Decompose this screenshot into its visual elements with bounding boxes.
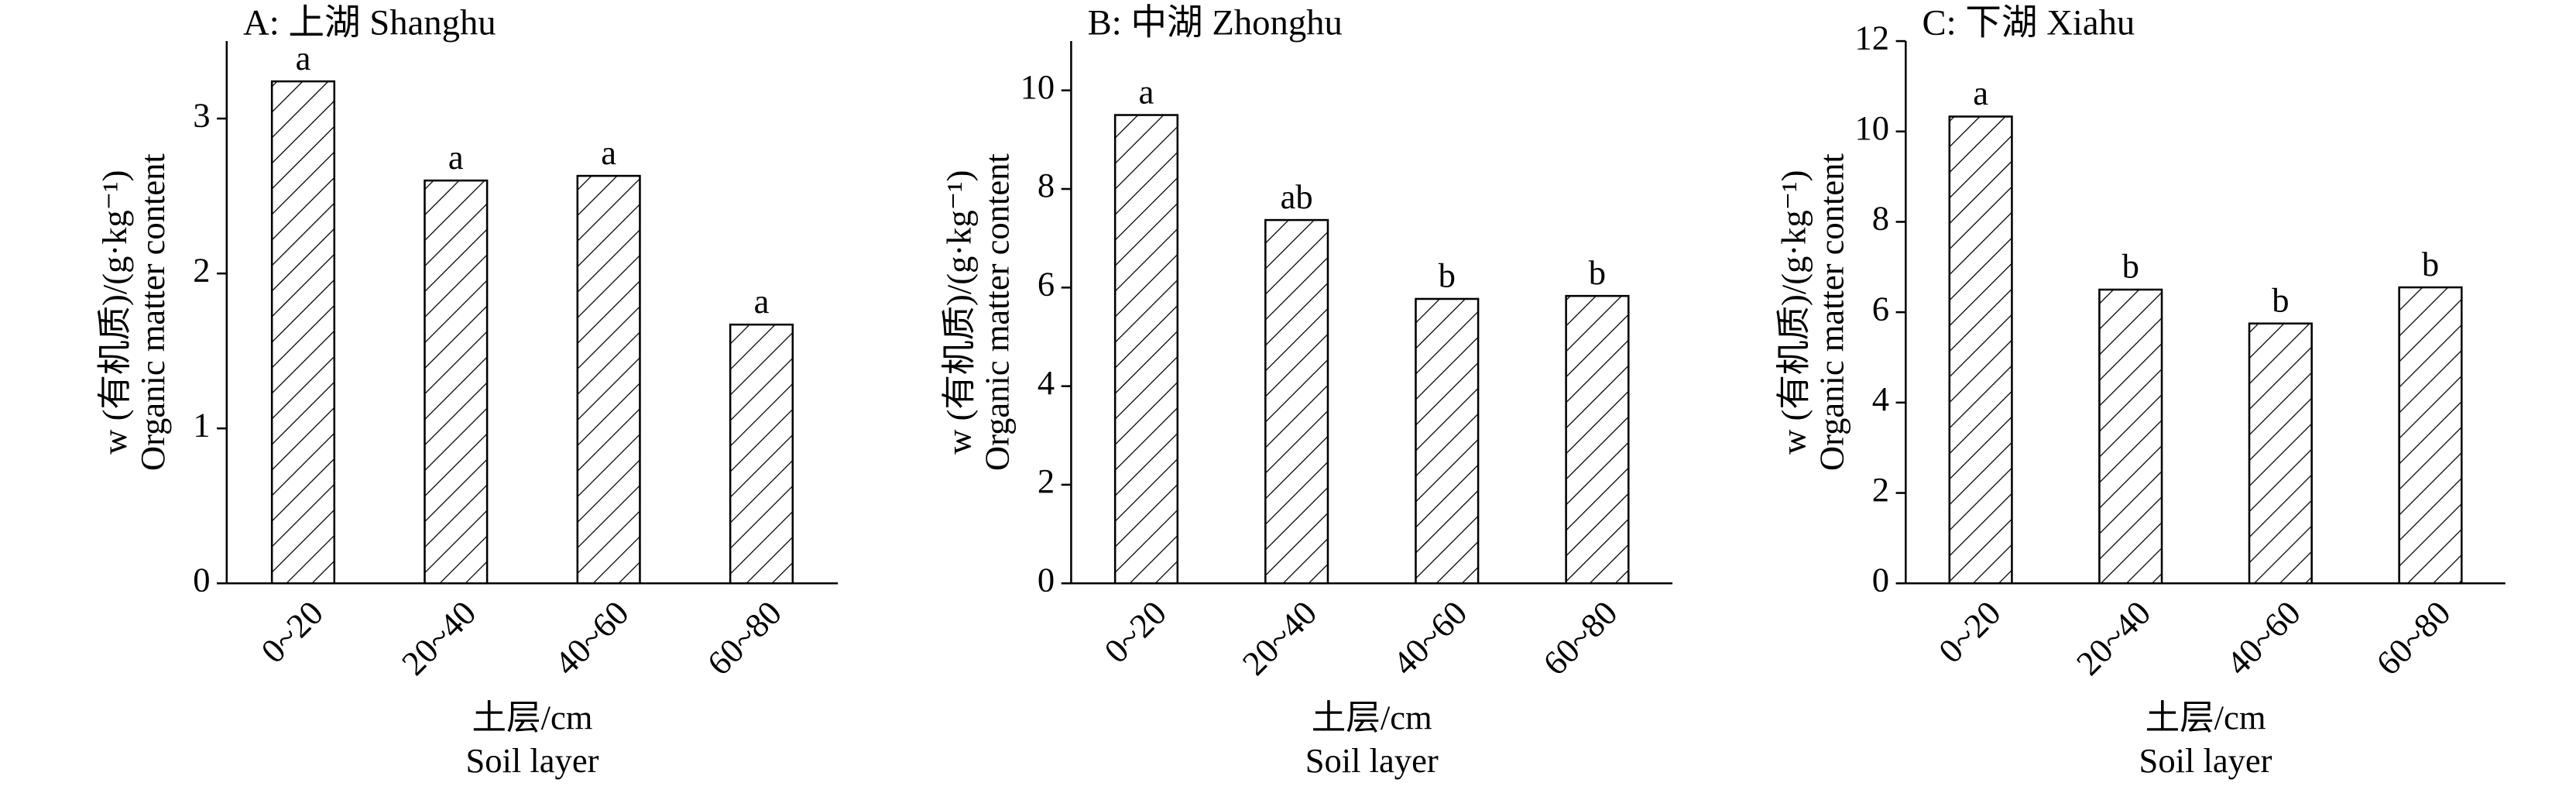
bar xyxy=(2398,286,2463,585)
y-tick-label: 2 xyxy=(1872,470,1889,509)
y-tick-label: 2 xyxy=(1038,462,1055,500)
y-axis-label: w (有机质)/(g·kg⁻¹) xyxy=(95,170,134,455)
y-axis-label: w (有机质)/(g·kg⁻¹) xyxy=(940,170,979,455)
x-tick-label: 60~80 xyxy=(700,593,789,682)
bar xyxy=(1415,297,1480,585)
y-tick-label: 2 xyxy=(193,250,210,289)
x-tick-label: 40~60 xyxy=(2218,593,2307,682)
x-tick-label: 20~40 xyxy=(394,593,483,682)
significance-label: ab xyxy=(1281,177,1313,216)
y-tick-label: 4 xyxy=(1872,379,1889,418)
chart-title: B: 中湖 Zhonghu xyxy=(1088,3,1343,43)
x-tick-label: 40~60 xyxy=(1385,593,1474,682)
x-axis-label: 土层/cm xyxy=(2146,699,2266,737)
x-axis-label: Soil layer xyxy=(465,741,599,780)
y-axis-label: Organic matter content xyxy=(977,153,1016,471)
bar xyxy=(2098,288,2163,585)
significance-label: b xyxy=(2122,247,2139,286)
significance-label: a xyxy=(1973,74,1988,112)
significance-label: b xyxy=(2272,280,2289,319)
significance-label: b xyxy=(1589,253,1606,292)
bar xyxy=(1113,114,1179,585)
y-tick-label: 12 xyxy=(1855,18,1890,57)
significance-label: a xyxy=(754,282,770,321)
bar xyxy=(1948,115,2013,585)
significance-label: b xyxy=(1439,256,1456,295)
y-tick-label: 10 xyxy=(1855,108,1890,147)
x-tick-label: 60~80 xyxy=(2368,593,2458,682)
y-tick-label: 4 xyxy=(1038,363,1055,402)
x-tick-label: 0~20 xyxy=(1931,593,2008,671)
significance-label: b xyxy=(2422,245,2439,283)
y-tick-label: 3 xyxy=(193,95,210,134)
y-tick-label: 6 xyxy=(1038,265,1055,304)
significance-label: a xyxy=(448,138,464,177)
bar xyxy=(576,174,641,585)
y-tick-label: 8 xyxy=(1038,166,1055,204)
chart-title: C: 下湖 Xiahu xyxy=(1923,3,2135,43)
x-axis-label: 土层/cm xyxy=(472,699,593,737)
x-tick-label: 0~20 xyxy=(253,593,331,671)
y-axis-label: Organic matter content xyxy=(1812,153,1851,471)
chart-title: A: 上湖 Shanghu xyxy=(243,3,496,43)
y-tick-label: 8 xyxy=(1872,199,1889,238)
x-tick-label: 40~60 xyxy=(547,593,636,682)
bar xyxy=(1264,218,1329,585)
bar xyxy=(270,80,336,585)
significance-label: a xyxy=(1139,72,1154,111)
bar xyxy=(729,323,794,585)
y-tick-label: 10 xyxy=(1020,67,1055,106)
y-tick-label: 1 xyxy=(193,405,210,444)
bar xyxy=(2248,322,2313,585)
y-tick-label: 0 xyxy=(193,560,210,599)
y-tick-label: 6 xyxy=(1872,289,1889,328)
x-tick-label: 20~40 xyxy=(1235,593,1324,682)
x-axis-label: 土层/cm xyxy=(1312,699,1432,737)
x-tick-label: 20~40 xyxy=(2069,593,2158,682)
x-tick-label: 60~80 xyxy=(1535,593,1624,682)
y-tick-label: 0 xyxy=(1872,560,1889,599)
significance-label: a xyxy=(601,133,616,172)
significance-label: a xyxy=(296,39,311,77)
bar xyxy=(424,179,489,585)
y-axis-label: Organic matter content xyxy=(133,153,172,471)
x-tick-label: 0~20 xyxy=(1096,593,1174,671)
x-axis-label: Soil layer xyxy=(2139,741,2272,780)
y-axis-label: w (有机质)/(g·kg⁻¹) xyxy=(1774,170,1813,455)
y-tick-label: 0 xyxy=(1038,560,1055,599)
bar xyxy=(1565,294,1630,585)
x-axis-label: Soil layer xyxy=(1305,741,1439,780)
